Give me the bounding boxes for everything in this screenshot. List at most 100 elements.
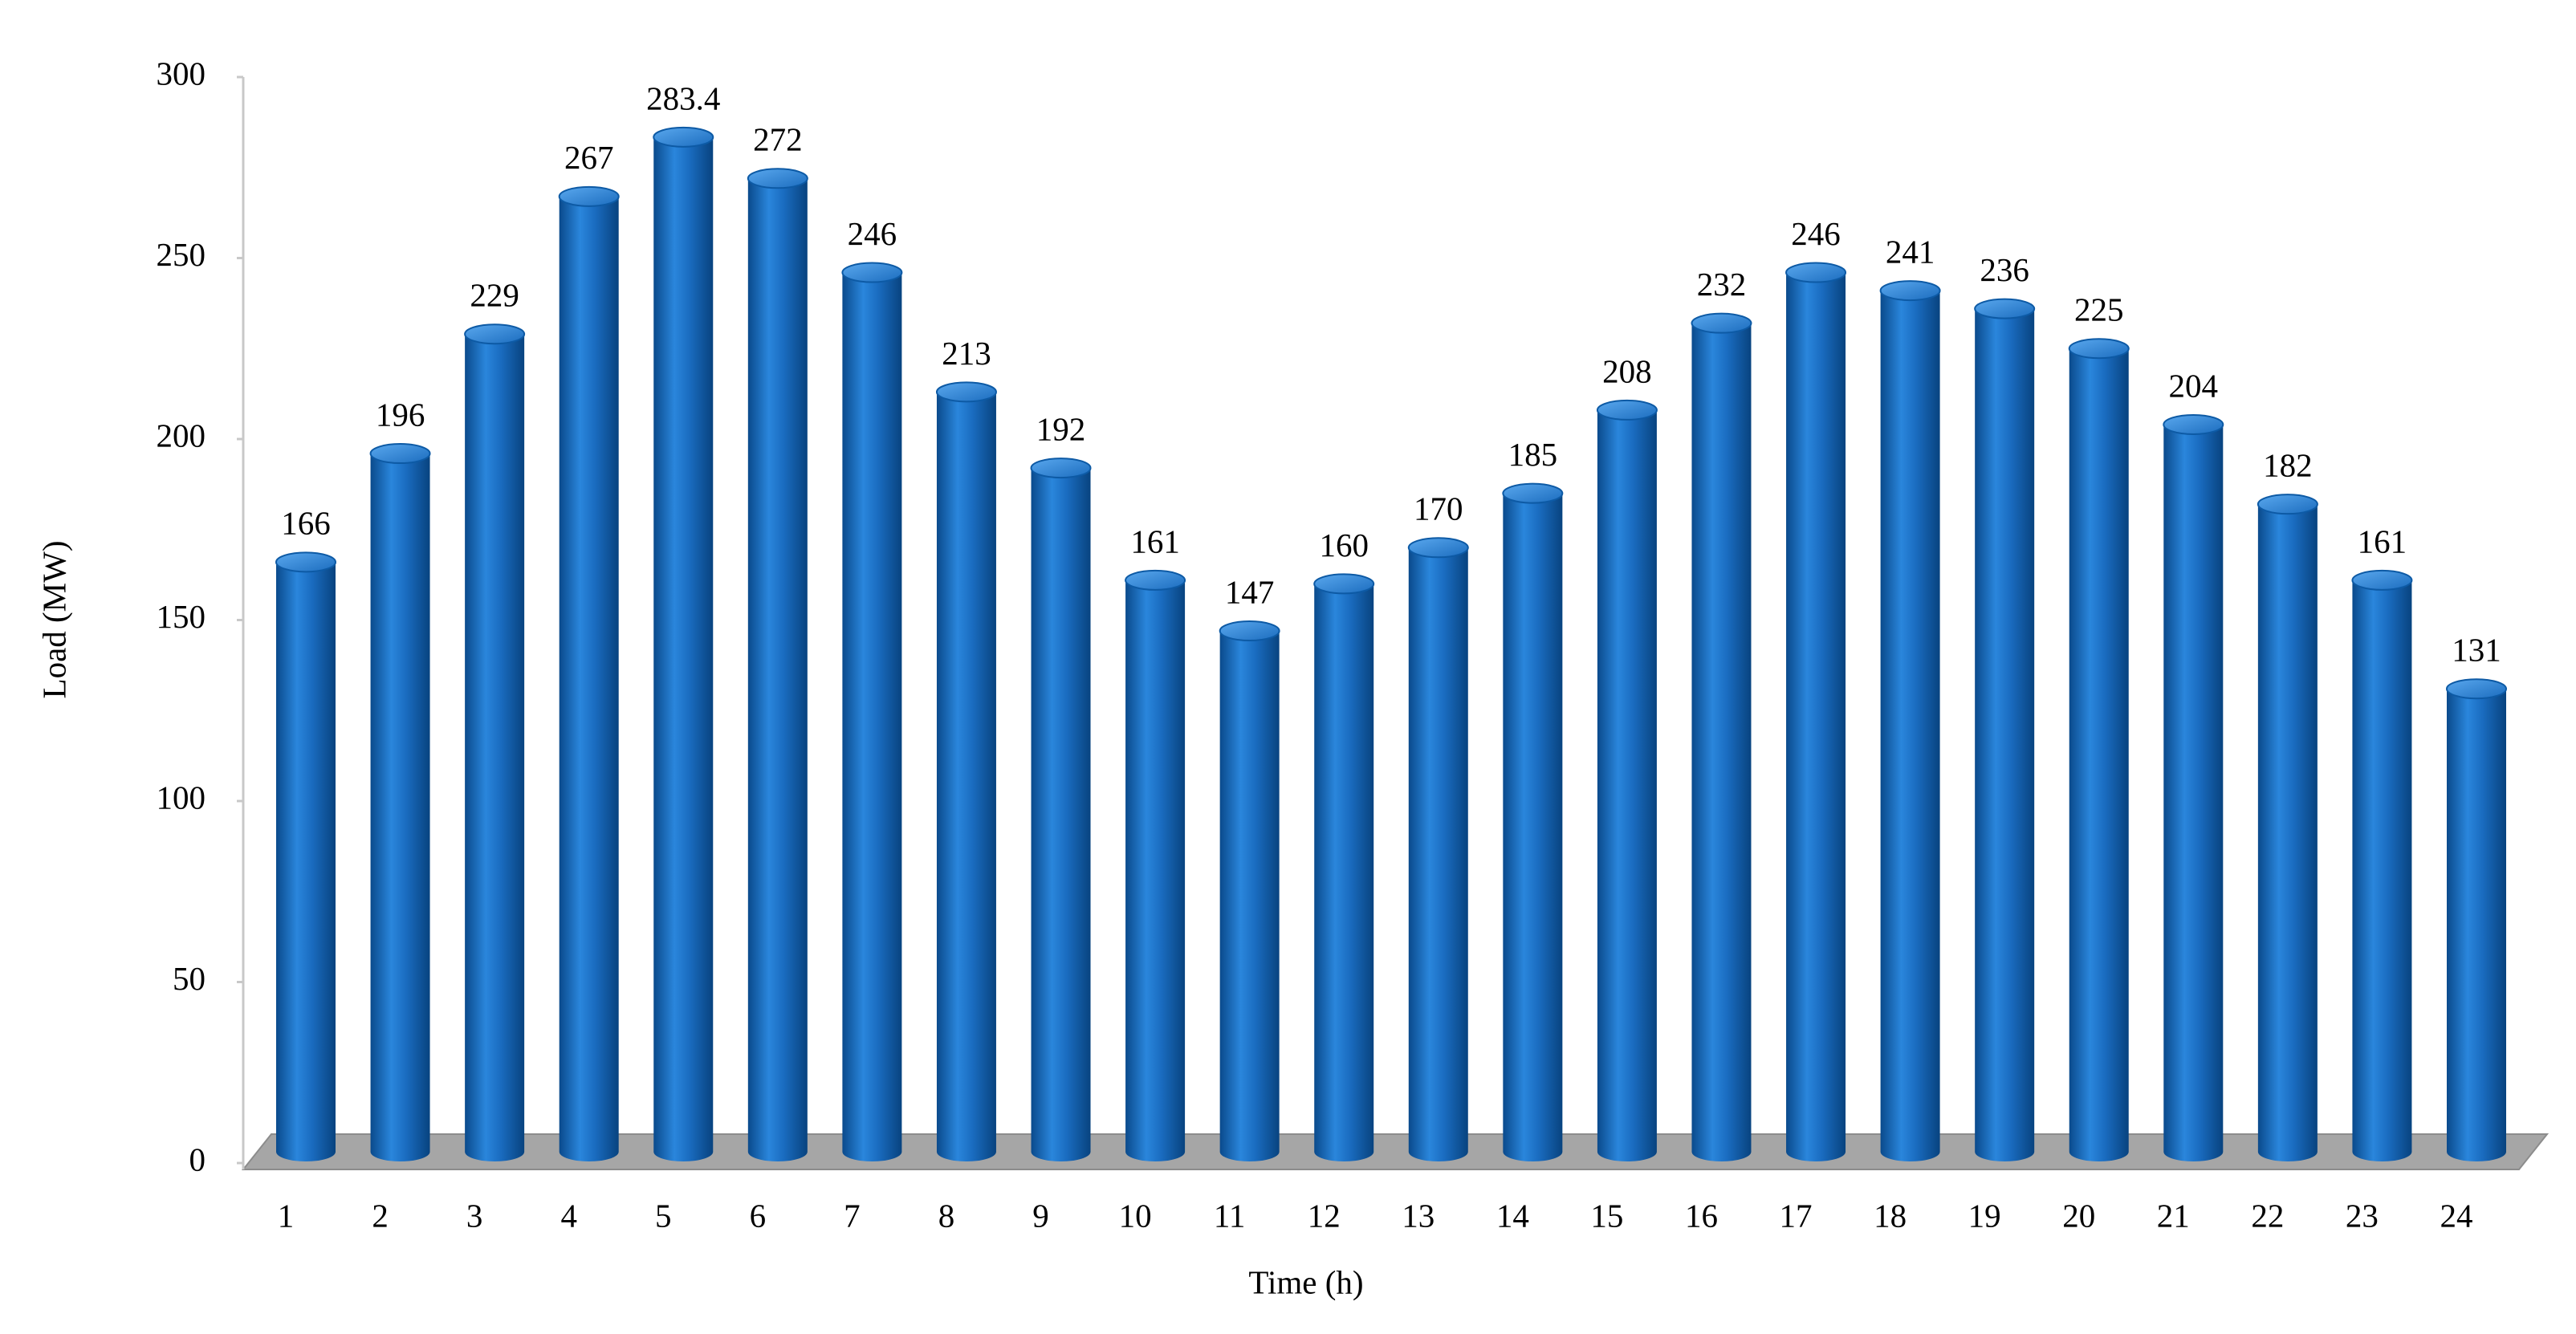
x-tick-label: 16 (1685, 1197, 1718, 1234)
value-label: 246 (848, 215, 897, 252)
value-label: 185 (1508, 436, 1558, 473)
x-tick-label: 1 (278, 1197, 295, 1234)
x-tick-label: 8 (938, 1197, 955, 1234)
bar (1219, 620, 1280, 1161)
x-tick-label: 4 (560, 1197, 577, 1234)
bar-cap (1502, 482, 1564, 504)
y-tick-label: 150 (157, 598, 206, 635)
bar-body (1880, 291, 1940, 1162)
y-tick-label: 250 (157, 236, 206, 273)
value-label: 204 (2169, 367, 2219, 404)
x-tick-label: 7 (844, 1197, 861, 1234)
bar-cap (369, 443, 431, 465)
y-axis-title: Load (MW) (35, 541, 72, 699)
bar-body (2352, 580, 2412, 1161)
x-tick-label: 20 (2062, 1197, 2095, 1234)
bar (1691, 312, 1752, 1162)
bar-body (1597, 409, 1657, 1161)
y-tick-label: 0 (189, 1141, 206, 1177)
y-tick-label: 300 (157, 55, 206, 92)
bar (1974, 298, 2036, 1161)
value-label: 225 (2074, 291, 2124, 328)
bar-cap (2257, 494, 2318, 515)
value-label: 229 (470, 277, 519, 314)
bar (464, 323, 526, 1162)
bar-body (1408, 547, 1468, 1161)
bar-cap (2068, 338, 2130, 360)
bar-body (2257, 504, 2318, 1161)
bar (1030, 458, 1092, 1161)
bar-cap (1974, 298, 2036, 319)
bar-cap (1030, 458, 1092, 479)
x-tick-label: 9 (1032, 1197, 1049, 1234)
x-tick-label: 11 (1214, 1197, 1245, 1234)
y-tick-label: 50 (173, 960, 206, 997)
bar-body (2069, 348, 2129, 1161)
y-tick-label: 200 (157, 417, 206, 453)
bar (841, 262, 903, 1161)
bar (1502, 482, 1564, 1161)
bar-cap (841, 262, 903, 283)
x-tick-label: 22 (2251, 1197, 2284, 1234)
bar-cap (1691, 312, 1752, 334)
bar-body (1691, 323, 1752, 1162)
bar-cap (2446, 678, 2507, 700)
value-label: 166 (281, 505, 331, 542)
value-label: 272 (753, 121, 803, 158)
value-label: 161 (2358, 523, 2407, 559)
x-tick-label: 3 (466, 1197, 483, 1234)
bar-body (653, 136, 714, 1162)
bar-body (559, 196, 619, 1162)
value-label: 208 (1602, 352, 1652, 389)
x-tick-label: 23 (2346, 1197, 2379, 1234)
bar-cap (1313, 573, 1375, 595)
value-label: 213 (942, 335, 991, 372)
bar-body (465, 334, 525, 1162)
x-tick-label: 2 (372, 1197, 389, 1234)
bar (1596, 399, 1658, 1161)
bar-cap (747, 168, 808, 189)
bar-cap (1785, 262, 1847, 283)
x-tick-label: 19 (1968, 1197, 2001, 1234)
value-label: 131 (2452, 632, 2501, 669)
x-tick-label: 10 (1119, 1197, 1152, 1234)
bar-cap (558, 185, 620, 207)
bar (2446, 678, 2507, 1161)
bar-body (747, 178, 808, 1161)
value-label: 196 (376, 396, 425, 433)
bar-body (1125, 580, 1186, 1161)
value-label: 232 (1697, 266, 1747, 303)
bar-cap (1125, 569, 1186, 591)
bar (747, 168, 808, 1161)
bar (1407, 537, 1469, 1161)
bar-body (1786, 272, 1846, 1161)
x-tick-label: 6 (750, 1197, 767, 1234)
bar-body (2163, 424, 2224, 1161)
value-label: 170 (1414, 490, 1463, 527)
value-label: 192 (1036, 410, 1086, 447)
bar-cap (1219, 620, 1280, 642)
bar-cap (653, 126, 714, 148)
bar-cap (935, 381, 997, 403)
bar-body (1503, 493, 1563, 1161)
x-tick-label: 13 (1402, 1197, 1435, 1234)
bar (558, 185, 620, 1162)
bar-body (1031, 468, 1091, 1161)
bar-body (1219, 631, 1280, 1161)
bar-body (842, 272, 902, 1161)
bar-cap (2163, 413, 2224, 435)
bar (1879, 280, 1941, 1162)
value-label: 246 (1791, 215, 1841, 252)
bar (369, 443, 431, 1161)
x-tick-label: 18 (1874, 1197, 1907, 1234)
value-label: 182 (2263, 447, 2313, 484)
bar-body (370, 453, 430, 1161)
y-tick-label: 100 (157, 779, 206, 815)
bar-cap (275, 551, 336, 573)
bar (1785, 262, 1847, 1161)
value-label: 267 (564, 139, 614, 176)
floor (241, 1133, 2550, 1170)
x-tick-label: 15 (1590, 1197, 1623, 1234)
